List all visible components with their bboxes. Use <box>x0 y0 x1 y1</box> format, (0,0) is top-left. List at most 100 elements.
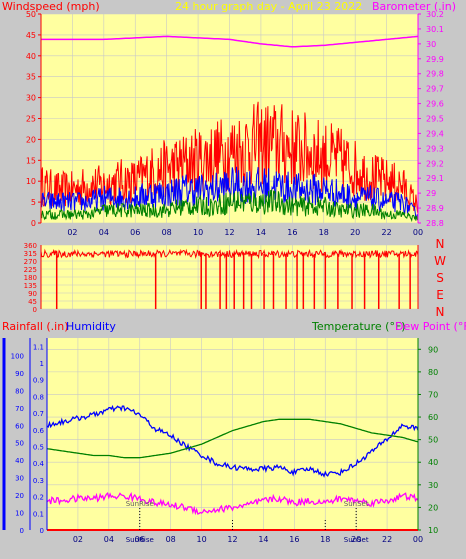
barometer-tick-label: 28.8 <box>426 219 444 228</box>
x-tick-label: 18 <box>319 228 329 237</box>
windspeed-tick-label: 15 <box>26 156 36 165</box>
temperature-axis: 10 20 30 40 50 60 70 80 90 <box>417 338 438 535</box>
compass-label: E <box>436 288 444 302</box>
x-tick-label: 20 <box>350 228 360 237</box>
rain-tick-label: 0.8 <box>33 393 44 401</box>
sun-marker-label: SunRise <box>126 500 154 508</box>
x-tick-label: 06 <box>135 535 145 544</box>
temperature-tick-label: 10 <box>428 526 438 535</box>
wind-direction-series <box>40 248 419 309</box>
rainfall-label: Rainfall (.in) <box>2 320 69 333</box>
x-tick-label: 16 <box>287 228 297 237</box>
rain-tick-label: 0.3 <box>33 477 44 485</box>
temperature-tick-label: 80 <box>428 368 438 377</box>
windspeed-tick-label: 45 <box>26 31 36 40</box>
x-tick-label: 08 <box>166 535 176 544</box>
temperature-tick-label: 70 <box>428 390 438 399</box>
barometer-label: Barometer (.in) <box>372 0 456 13</box>
rain-tick-label: 0.6 <box>33 427 45 435</box>
direction-tick-label: 225 <box>24 266 37 274</box>
barometer-tick-label: 29.3 <box>426 144 444 153</box>
humidity-label: Humidity <box>66 320 116 333</box>
temperature-line <box>46 418 419 459</box>
compass-label: N <box>436 305 445 319</box>
windspeed-tick-label: 40 <box>26 52 36 61</box>
direction-tick-label: 270 <box>24 258 37 266</box>
x-tick-label: 00 <box>413 228 423 237</box>
x-tick-label: 12 <box>227 535 237 544</box>
barometer-tick-label: 29 <box>426 189 436 198</box>
dewpoint-line <box>46 492 419 516</box>
direction-tick-label: 90 <box>28 290 37 298</box>
barometer-axis: 28.8 28.9 29 29.1 29.2 29.3 29.4 29.5 29.6 29.7 29… <box>417 10 444 228</box>
rainfall-axis: 0 0.1 0.2 0.3 0.4 0.5 0.6 0.7 0.8 0.9 1 1.1 <box>2 338 45 535</box>
barometer-tick-label: 29.6 <box>426 100 444 109</box>
rain-tick-label: 0.7 <box>33 410 44 418</box>
wind-barometer-series <box>40 35 419 223</box>
windspeed-low-line <box>40 189 419 223</box>
rain-tick-label: 0.1 <box>33 510 44 518</box>
barometer-tick-label: 30 <box>426 40 436 49</box>
humidity-tick-label: 10 <box>15 510 24 518</box>
x-tick-label: 08 <box>162 228 172 237</box>
windspeed-axis: 0 5 10 15 20 25 30 35 40 45 50 <box>26 10 42 228</box>
wind-direction-grid <box>41 244 419 310</box>
x-tick-label: 22 <box>381 228 391 237</box>
temperature-tick-label: 60 <box>428 413 438 422</box>
barometer-tick-label: 30.1 <box>426 25 444 34</box>
humidity-tick-label: 30 <box>15 475 24 483</box>
compass-label: S <box>436 271 444 285</box>
direction-tick-label: 135 <box>24 282 37 290</box>
windspeed-label: Windspeed (mph) <box>2 0 100 13</box>
direction-tick-label: 45 <box>28 298 37 306</box>
x-tick-label: 04 <box>99 228 109 237</box>
rain-tick-label: 1 <box>40 360 44 368</box>
barometer-tick-label: 29.2 <box>426 159 444 168</box>
barometer-tick-label: 29.7 <box>426 85 444 94</box>
windspeed-tick-label: 35 <box>26 73 36 82</box>
compass-label: N <box>436 237 445 251</box>
x-tick-label: 14 <box>256 228 266 237</box>
windspeed-tick-label: 20 <box>26 135 36 144</box>
barometer-tick-label: 29.5 <box>426 115 444 124</box>
x-tick-label: 22 <box>382 535 392 544</box>
rain-tick-label: 0.5 <box>33 444 44 452</box>
x-tick-label: 06 <box>130 228 140 237</box>
humidity-tick-label: 90 <box>15 370 24 378</box>
direction-tick-label: 0 <box>33 306 37 314</box>
direction-tick-label: 180 <box>24 274 37 282</box>
temperature-tick-label: 30 <box>428 481 438 490</box>
sun-marker-axis-label: SunSet <box>344 536 369 544</box>
humidity-line <box>46 404 419 478</box>
x-tick-label: 16 <box>289 535 299 544</box>
x-tick-label: 04 <box>104 535 114 544</box>
humidity-tick-label: 70 <box>15 405 24 413</box>
temperature-tick-label: 50 <box>428 436 438 445</box>
rain-tick-label: 0.2 <box>33 494 44 502</box>
humidity-tick-label: 40 <box>15 457 24 465</box>
rain-tick-label: 0 <box>40 527 44 535</box>
barometer-tick-label: 29.4 <box>426 129 444 138</box>
x-tick-label: 18 <box>320 535 330 544</box>
humidity-tick-label: 20 <box>15 492 24 500</box>
barometer-tick-label: 29.1 <box>426 174 444 183</box>
barometer-tick-label: 29.9 <box>426 55 444 64</box>
temperature-tick-label: 20 <box>428 503 438 512</box>
barometer-tick-label: 29.8 <box>426 70 444 79</box>
humidity-tick-label: 0 <box>20 527 24 535</box>
windspeed-tick-label: 5 <box>31 198 36 207</box>
windspeed-tick-label: 25 <box>26 115 36 124</box>
x-tick-label: 12 <box>224 228 234 237</box>
humidity-tick-label: 100 <box>11 352 24 360</box>
rain-tick-label: 0.9 <box>33 377 44 385</box>
dewpoint-label: Dew Point (°F) <box>395 320 466 333</box>
compass-label: W <box>434 254 446 268</box>
windspeed-tick-label: 10 <box>26 177 36 186</box>
windspeed-tick-label: 0 <box>31 219 36 228</box>
temperature-tick-label: 90 <box>428 345 438 354</box>
windspeed-high-line <box>40 101 419 214</box>
windspeed-tick-label: 30 <box>26 94 36 103</box>
humidity-tick-label: 60 <box>15 422 24 430</box>
